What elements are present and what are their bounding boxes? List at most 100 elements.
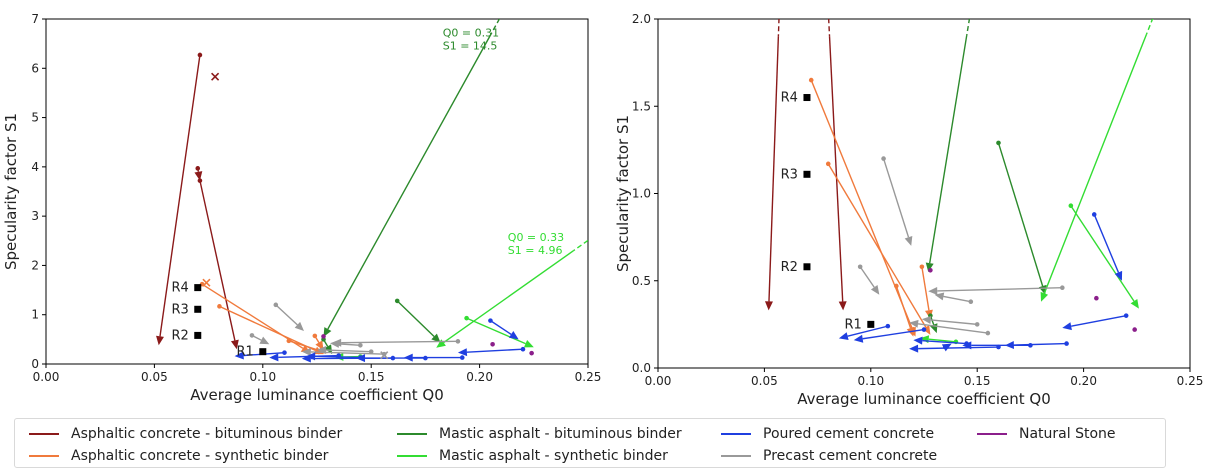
arrow-mastic_syn	[466, 317, 534, 348]
start-dot-marker	[1068, 203, 1074, 209]
natural-stone-point	[529, 350, 534, 356]
arrow-head	[838, 332, 849, 341]
arrow-shaft	[859, 266, 875, 288]
cross-stroke	[591, 232, 598, 239]
reference-point	[867, 320, 875, 328]
arrow-head	[909, 344, 919, 353]
arrow-shaft	[396, 300, 435, 338]
arrow-shaft	[917, 323, 988, 334]
start-dot-marker	[968, 299, 974, 304]
cross-stroke	[967, 7, 974, 14]
arrow-precast	[859, 266, 880, 295]
arrow-head	[928, 286, 938, 295]
arrow-dashed-segment	[1145, 19, 1154, 35]
arrow-shaft	[275, 304, 298, 326]
y-tick-label: 7	[31, 12, 39, 26]
arrow-head	[838, 301, 847, 311]
arrow-mastic_syn	[1040, 19, 1154, 302]
arrow-dashed-segment	[827, 19, 831, 37]
y-tick-label: 0.5	[632, 274, 651, 288]
start-dot-marker	[1028, 343, 1033, 348]
start-dot-marker	[974, 322, 980, 327]
legend-swatch	[29, 455, 59, 457]
arrow-head	[294, 321, 304, 331]
x-axis-label: Average luminance coefficient Q0	[190, 386, 444, 404]
arrow-dashed-segment	[965, 19, 971, 37]
start-dot-marker	[996, 140, 1001, 146]
arrow-precast	[934, 292, 971, 303]
arrow-head	[330, 339, 340, 348]
start-dot-marker	[825, 161, 831, 167]
y-tick-label: 0	[31, 357, 39, 371]
arrow-head	[323, 327, 332, 337]
annotation-text: S1 = 14.5	[443, 39, 498, 52]
y-tick-label: 2	[31, 258, 39, 272]
arrow-shaft	[921, 266, 930, 311]
arrow-shaft	[466, 348, 523, 353]
reference-point	[259, 348, 267, 356]
arrow-shaft	[341, 340, 458, 344]
arrow-poured	[1062, 314, 1127, 331]
annotation-text: Q0 = 0.33	[508, 231, 564, 244]
arrow-asph_bit	[827, 19, 847, 311]
arrow-precast	[909, 319, 988, 334]
arrow-head	[301, 347, 311, 356]
arrow-head	[315, 340, 324, 351]
start-dot-marker	[881, 156, 886, 161]
arrow-head	[925, 262, 934, 273]
legend-item-mastic-syn: Mastic asphalt - synthetic binder	[397, 446, 668, 466]
reference-point-label: R2	[781, 260, 798, 275]
start-dot-marker	[197, 52, 203, 58]
arrow-head	[269, 353, 279, 362]
x-tick-label: 0.00	[645, 374, 672, 388]
y-tick-label: 5	[31, 111, 39, 125]
start-dot-marker	[1060, 285, 1065, 291]
start-dot-marker	[195, 166, 201, 171]
arrow-head	[306, 352, 316, 361]
start-dot-marker	[985, 330, 991, 336]
arrow-shaft	[828, 36, 844, 302]
arrow-shaft	[928, 338, 956, 343]
arrow-shaft	[159, 54, 201, 337]
legend-label: Asphaltic concrete - bituminous binder	[71, 426, 343, 442]
arrow-shaft	[490, 320, 512, 335]
x-tick-label: 0.10	[249, 370, 276, 384]
arrow-shaft	[338, 343, 361, 346]
start-dot-marker	[921, 327, 927, 332]
arrow-poured	[1093, 214, 1123, 281]
y-tick-label: 2.0	[632, 12, 651, 26]
arrow-precast	[882, 158, 913, 246]
arrow-head	[909, 319, 919, 328]
arrow-shaft	[882, 158, 910, 238]
arrow-head	[922, 325, 931, 335]
plot-area: R1 R2 R3 R4	[764, 7, 1154, 353]
y-tick-label: 1.0	[632, 187, 651, 201]
reference-point-label: R1	[844, 317, 861, 332]
x-axis-label: Average luminance coefficient Q0	[797, 390, 1051, 408]
arrow-shaft	[1043, 34, 1148, 294]
cross-stroke	[591, 232, 598, 239]
arrow-head	[508, 331, 519, 340]
legend-item-natural: Natural Stone	[977, 424, 1116, 444]
reference-point	[803, 94, 811, 102]
arrow-head	[1130, 298, 1139, 309]
arrow-poured	[490, 320, 519, 340]
reference-point-label: R4	[171, 281, 188, 296]
arrow-head	[934, 292, 945, 301]
natural-stone-point	[321, 334, 326, 339]
start-dot-marker	[286, 338, 292, 344]
start-cross-marker	[967, 7, 974, 14]
legend-swatch	[721, 433, 751, 435]
start-cross-marker	[776, 7, 783, 14]
reference-point-label: R3	[781, 167, 798, 182]
x-tick-label: 0.15	[964, 374, 991, 388]
arrow-head	[921, 316, 932, 324]
natural-stone-point	[928, 267, 933, 273]
arrow-head	[194, 171, 203, 181]
start-dot-marker	[358, 342, 363, 348]
legend-swatch	[397, 455, 427, 457]
arrow-head	[457, 348, 468, 357]
arrow-mastic_bit	[997, 142, 1047, 295]
arrow-shaft	[918, 346, 999, 350]
arrow-precast	[317, 346, 372, 355]
